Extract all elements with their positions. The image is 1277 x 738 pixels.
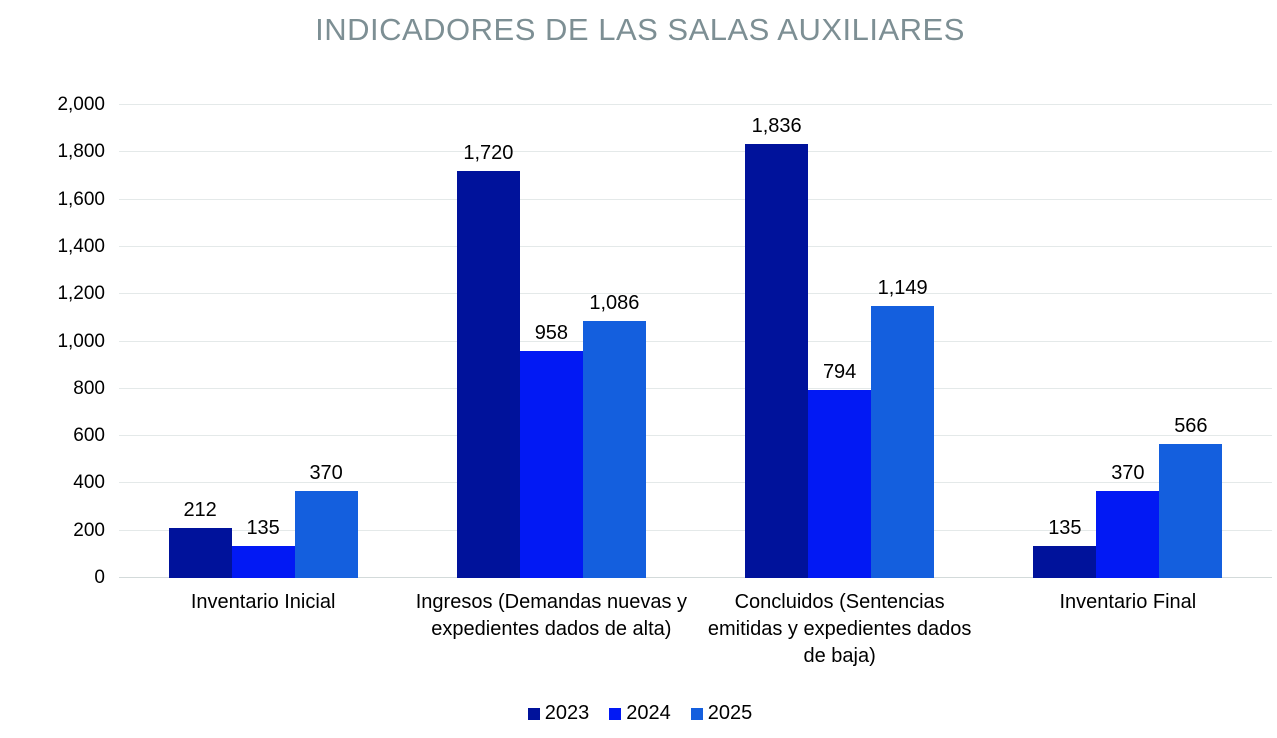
- y-tick-label: 1,000: [57, 330, 105, 352]
- x-category-label: Inventario Final: [984, 589, 1272, 670]
- y-tick-label: 800: [73, 377, 105, 399]
- data-label: 1,720: [463, 142, 514, 165]
- gridline: [119, 293, 1272, 295]
- x-category-label: Ingresos (Demandas nuevas y expedientes …: [407, 589, 695, 670]
- x-category-label-text: Ingresos (Demandas nuevas y expedientes …: [415, 591, 687, 640]
- data-label: 958: [534, 322, 569, 345]
- bar-2025: 566: [1159, 415, 1223, 578]
- gridline: [119, 151, 1272, 153]
- gridline: [119, 435, 1272, 437]
- data-label: 1,086: [589, 292, 640, 315]
- legend-swatch-icon: [690, 707, 703, 720]
- gridline: [119, 198, 1272, 200]
- data-label: 135: [246, 517, 280, 540]
- gridline: [119, 387, 1272, 389]
- data-label: 370: [309, 461, 343, 484]
- data-label: 566: [1174, 415, 1208, 438]
- y-tick-label: 1,200: [57, 283, 105, 305]
- bar-group: 1,836 794 1,149: [696, 105, 984, 578]
- y-tick-label: 1,600: [57, 188, 105, 210]
- legend-label: 2025: [707, 702, 753, 724]
- data-label: 212: [183, 498, 217, 521]
- bar-2024: 135: [231, 517, 295, 578]
- bar-2025: 1,149: [871, 277, 935, 578]
- x-category-label-text: Inventario Final: [1059, 591, 1197, 613]
- y-tick-label: 1,800: [57, 141, 105, 163]
- x-category-label: Concluidos (Sentencias emitidas y expedi…: [696, 589, 984, 670]
- plot-area: 212 135 370 1,720 958 1,086 1,836 794 1,149 135 37…: [119, 104, 1272, 578]
- y-tick-label: 1,400: [57, 235, 105, 257]
- legend-label: 2024: [626, 702, 671, 724]
- x-category-label-text: Concluidos (Sentencias emitidas y expedi…: [707, 591, 972, 667]
- legend-swatch-icon: [609, 707, 622, 720]
- y-tick-label: 400: [73, 472, 105, 494]
- y-tick-label: 600: [73, 425, 105, 447]
- bar-2024: 794: [808, 361, 872, 578]
- x-axis: Inventario Inicial Ingresos (Demandas nue…: [119, 589, 1272, 670]
- bar-2023: 212: [168, 499, 232, 578]
- bar-group: 212 135 370: [119, 105, 407, 578]
- legend-label: 2023: [544, 702, 590, 724]
- bar-2023: 1,836: [745, 115, 809, 578]
- bar-2024: 958: [519, 322, 583, 578]
- gridline: [119, 577, 1272, 578]
- data-label: 794: [822, 361, 857, 384]
- x-category-label: Inventario Inicial: [119, 589, 407, 670]
- legend-item-2023: 2023: [527, 702, 590, 725]
- gridline: [119, 529, 1272, 531]
- bar-2024: 370: [1096, 462, 1160, 578]
- bar-group: 135 370 566: [984, 105, 1272, 578]
- gridline: [119, 340, 1272, 342]
- data-label: 370: [1111, 461, 1145, 484]
- bar-2025: 370: [294, 462, 358, 578]
- bar-group: 1,720 958 1,086: [407, 105, 695, 578]
- legend: 2023 2024 2025: [60, 702, 1220, 725]
- legend-item-2024: 2024: [609, 702, 671, 725]
- bar-2025: 1,086: [582, 292, 646, 578]
- data-label: 135: [1048, 517, 1082, 540]
- y-tick-label: 200: [73, 519, 105, 541]
- data-label: 1,149: [877, 277, 928, 300]
- legend-item-2025: 2025: [690, 702, 753, 725]
- bar-2023: 135: [1033, 517, 1097, 578]
- y-tick-label: 0: [94, 567, 105, 588]
- gridline: [119, 245, 1272, 247]
- data-label: 1,836: [751, 114, 802, 137]
- gridline: [119, 104, 1272, 105]
- chart-title: INDICADORES DE LAS SALAS AUXILIARES: [315, 12, 965, 47]
- y-tick-label: 2,000: [57, 94, 105, 115]
- bar-2023: 1,720: [456, 142, 520, 578]
- x-category-label-text: Inventario Inicial: [190, 591, 336, 613]
- gridline: [119, 482, 1272, 484]
- legend-swatch-icon: [527, 707, 540, 720]
